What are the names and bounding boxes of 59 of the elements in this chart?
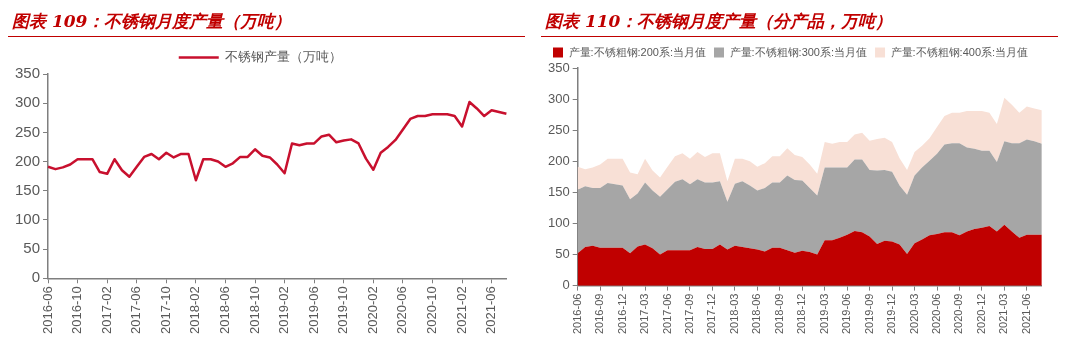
legend-label: 产量:不锈粗钢:200系:当月值 — [568, 45, 707, 58]
y-tick-label: 0 — [31, 268, 41, 286]
x-tick-label: 2018-03 — [727, 293, 740, 335]
x-tick-label: 2017-06 — [660, 293, 673, 335]
y-tick-label: 150 — [15, 180, 41, 198]
x-tick-label: 2018-06 — [750, 293, 763, 335]
x-tick-label: 2018-10 — [246, 286, 262, 335]
x-tick-label: 2020-03 — [907, 293, 920, 335]
x-tick-label: 2017-02 — [98, 286, 114, 335]
x-tick-label: 2020-02 — [364, 286, 380, 335]
x-tick-label: 2020-10 — [424, 286, 440, 335]
x-tick-label: 2018-09 — [772, 293, 785, 335]
y-tick-label: 50 — [555, 246, 570, 262]
x-tick-label: 2017-12 — [705, 293, 718, 335]
chart-title: 图表 110：不锈钢月度产量（分产品，万吨） — [541, 6, 1058, 37]
x-tick-label: 2020-09 — [952, 293, 965, 335]
y-tick-label: 350 — [15, 64, 41, 82]
x-tick-label: 2019-06 — [840, 293, 853, 335]
x-tick-label: 2019-10 — [335, 286, 351, 335]
legend-label: 不锈钢产量（万吨） — [225, 49, 343, 65]
chart-title: 图表 109：不锈钢月度产量（万吨） — [8, 6, 525, 37]
x-tick-label: 2016-09 — [593, 293, 606, 335]
x-tick-label: 2019-12 — [885, 293, 898, 335]
x-tick-label: 2019-03 — [817, 293, 830, 335]
x-tick-label: 2020-06 — [930, 293, 943, 335]
x-tick-label: 2021-03 — [997, 293, 1010, 335]
y-tick-label: 250 — [547, 121, 570, 137]
x-tick-label: 2016-10 — [69, 286, 85, 335]
x-tick-label: 2017-10 — [157, 286, 173, 335]
x-tick-label: 2017-09 — [683, 293, 696, 335]
x-tick-label: 2017-06 — [128, 286, 144, 335]
y-tick-label: 0 — [562, 277, 570, 293]
y-tick-label: 300 — [15, 93, 41, 111]
x-tick-label: 2018-06 — [217, 286, 233, 335]
legend-label: 产量:不锈粗钢:300系:当月值 — [729, 45, 868, 58]
x-tick-label: 2021-06 — [1019, 293, 1032, 335]
x-tick-label: 2018-02 — [187, 286, 203, 335]
y-tick-label: 100 — [547, 215, 570, 231]
x-tick-label: 2016-06 — [39, 286, 55, 335]
y-tick-label: 150 — [547, 183, 570, 199]
x-tick-label: 2018-12 — [795, 293, 808, 335]
y-tick-label: 300 — [547, 90, 570, 106]
y-tick-label: 100 — [15, 210, 41, 228]
x-tick-label: 2019-09 — [862, 293, 875, 335]
x-tick-label: 2021-02 — [453, 286, 469, 335]
y-tick-label: 200 — [547, 152, 570, 168]
y-tick-label: 250 — [15, 122, 41, 140]
x-tick-label: 2016-06 — [570, 293, 583, 335]
x-tick-label: 2019-06 — [305, 286, 321, 335]
y-tick-label: 350 — [547, 59, 570, 75]
y-tick-label: 50 — [23, 239, 41, 257]
x-tick-label: 2019-02 — [276, 286, 292, 335]
y-tick-label: 200 — [15, 151, 41, 169]
x-tick-label: 2021-06 — [483, 286, 499, 335]
legend-label: 产量:不锈粗钢:400系:当月值 — [890, 45, 1029, 58]
x-tick-label: 2016-12 — [615, 293, 628, 335]
x-tick-label: 2020-12 — [974, 293, 987, 335]
x-tick-label: 2017-03 — [638, 293, 651, 335]
x-tick-label: 2020-06 — [394, 286, 410, 335]
